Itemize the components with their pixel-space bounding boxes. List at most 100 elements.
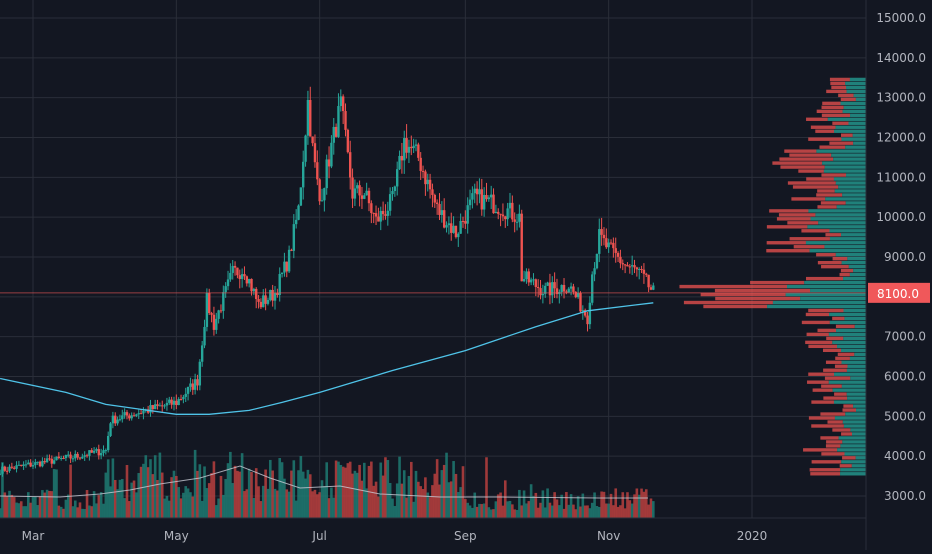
volume-bar <box>95 503 98 518</box>
profile-bar-down <box>842 408 857 412</box>
y-tick-label: 13000.0 <box>876 91 926 105</box>
volume-bar <box>539 502 542 518</box>
candle-body <box>576 293 580 298</box>
candle-body <box>240 274 244 279</box>
volume-bar <box>85 490 89 518</box>
volume-bar <box>640 488 643 518</box>
volume-bar <box>452 461 455 518</box>
candle-body <box>428 179 432 190</box>
profile-bar-down <box>811 424 844 428</box>
profile-bar-up <box>810 288 866 293</box>
profile-bar-up <box>834 129 866 133</box>
candle-body <box>633 265 636 268</box>
volume-bar <box>271 470 274 518</box>
volume-bar <box>175 475 178 518</box>
candle-body <box>22 464 25 466</box>
profile-bar-down <box>816 253 836 257</box>
candle-body <box>572 286 575 292</box>
candle-body <box>499 213 502 215</box>
candle-body <box>609 242 613 244</box>
volume-bar <box>360 480 364 518</box>
volume-bar <box>252 497 256 518</box>
candle-body <box>297 205 300 220</box>
volume-bar <box>412 501 415 518</box>
volume-bar <box>600 491 603 518</box>
volume-bar <box>355 472 359 518</box>
profile-bar-down <box>789 237 830 241</box>
profile-bar-down <box>821 452 845 456</box>
profile-bar-up <box>842 440 866 444</box>
profile-bar-down <box>840 133 853 137</box>
volume-bar <box>405 497 408 518</box>
profile-bar-up <box>832 388 866 392</box>
volume-bar <box>431 485 434 518</box>
candle-body <box>480 189 483 210</box>
profile-bar-up <box>840 472 866 476</box>
profile-bar-up <box>854 324 866 329</box>
volume-bar <box>219 475 223 518</box>
volume-bar <box>485 457 488 518</box>
x-tick-label: Sep <box>454 529 477 543</box>
volume-bar <box>499 492 502 518</box>
profile-bar-down <box>820 436 839 440</box>
candle-body <box>13 467 16 469</box>
candle-body <box>612 242 615 249</box>
candle-body <box>109 423 112 436</box>
profile-bar-down <box>817 205 837 209</box>
volume-bar <box>160 472 164 518</box>
candle-body <box>85 455 89 457</box>
volume-bar <box>245 489 249 518</box>
profile-bar-down <box>801 229 830 233</box>
volume-bar <box>614 488 618 518</box>
profile-bar-up <box>772 300 866 305</box>
candle-body <box>372 213 375 215</box>
profile-bar-up <box>842 109 866 113</box>
volume-bar <box>442 464 446 518</box>
profile-bar-down <box>825 444 841 448</box>
volume-bar <box>414 470 418 518</box>
candle-body <box>403 138 406 161</box>
candle-body <box>341 96 345 112</box>
candle-body <box>478 189 481 195</box>
volume-bar <box>384 457 387 518</box>
volume-bar <box>337 461 340 518</box>
candle-body <box>182 396 185 400</box>
profile-bar-down <box>806 177 834 181</box>
volume-bar <box>574 509 578 518</box>
volume-bar <box>109 486 112 518</box>
volume-bar <box>409 461 413 518</box>
candle-body <box>626 265 629 267</box>
volume-bar <box>238 471 242 518</box>
volume-bar <box>555 499 559 518</box>
volume-bar <box>511 504 514 518</box>
volume-bar <box>41 490 44 518</box>
profile-bar-down <box>793 245 825 249</box>
volume-bar <box>116 489 119 518</box>
volume-bar <box>635 488 639 518</box>
volume-bar <box>417 481 420 518</box>
profile-bar-down <box>840 268 854 273</box>
volume-bar <box>99 492 103 518</box>
candle-body <box>539 288 542 296</box>
candle-body <box>313 143 317 163</box>
profile-bar-down <box>778 213 816 217</box>
volume-bar <box>398 456 401 518</box>
profile-bar-up <box>804 280 866 285</box>
profile-bar-down <box>784 149 817 153</box>
candle-body <box>492 194 495 214</box>
candle-body <box>358 185 361 196</box>
candle-body <box>334 126 338 137</box>
volume-bar <box>62 508 65 518</box>
volume-profile <box>679 77 866 476</box>
candle-body <box>222 292 225 311</box>
candle-body <box>525 271 528 280</box>
profile-bar-up <box>785 292 866 297</box>
candle-body <box>370 203 373 214</box>
candle-body <box>294 219 298 225</box>
volume-bar <box>586 505 589 518</box>
candle-body <box>123 412 126 416</box>
volume-bar <box>184 486 188 518</box>
candle-body <box>593 268 596 275</box>
